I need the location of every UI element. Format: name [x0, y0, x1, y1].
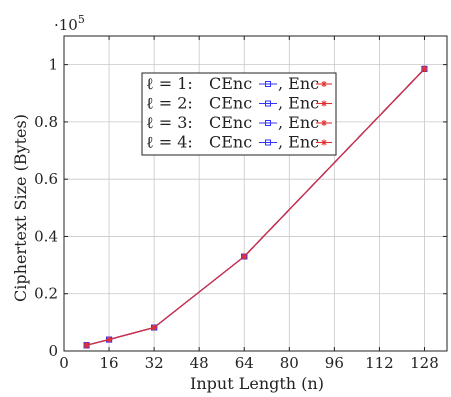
data-point — [151, 324, 158, 331]
x-tick-label: 128 — [410, 354, 439, 372]
legend-prefix: ℓ = 3: — [146, 113, 193, 132]
legend-label-enc: , Enc — [278, 94, 319, 113]
y-tick-label: 0.2 — [34, 285, 58, 303]
y-multiplier: ·105 — [54, 13, 85, 34]
legend-swatch-marker — [265, 139, 271, 146]
plot-frame — [63, 35, 448, 352]
x-tick-label: 0 — [59, 354, 69, 372]
legend-swatch-marker — [321, 100, 327, 107]
x-tick-label: 16 — [100, 354, 119, 372]
x-tick-label: 112 — [365, 354, 394, 372]
y-tick-label: 0.6 — [34, 170, 58, 188]
data-point — [83, 342, 90, 349]
legend-row: ℓ = 4: CEnc , Enc — [146, 133, 332, 152]
legend-row: ℓ = 1: CEnc , Enc — [146, 74, 332, 93]
series-layer — [83, 65, 428, 349]
series-7 — [83, 65, 428, 349]
legend-swatch-marker — [265, 120, 271, 126]
legend-label-enc: , Enc — [278, 133, 319, 152]
legend-swatch-marker — [321, 81, 327, 87]
y-tick-label: 1 — [48, 56, 58, 74]
y-axis-label: Ciphertext Size (Bytes) — [11, 114, 30, 302]
y-tick-label: 0.8 — [34, 113, 58, 131]
legend-row: ℓ = 3: CEnc , Enc — [146, 113, 332, 132]
legend-label-cenc: CEnc — [209, 113, 252, 132]
x-tick-label: 80 — [280, 354, 299, 372]
legend-prefix: ℓ = 1: — [146, 74, 193, 93]
legend-swatch-marker — [321, 139, 327, 146]
x-tick-label: 32 — [145, 354, 164, 372]
y-tick-label: 0.4 — [34, 227, 58, 245]
legend-row: ℓ = 2: CEnc , Enc — [146, 94, 332, 113]
legend-label-cenc: CEnc — [209, 94, 252, 113]
x-axis-label: Input Length (n) — [190, 374, 324, 393]
ticks: 0 16 32 48 64 80 96 112 128 0 0.2 0.4 0.6 0.8 1 — [34, 36, 447, 372]
data-point — [421, 65, 428, 72]
legend-box — [141, 72, 337, 156]
data-point — [241, 253, 248, 260]
legend-label-enc: , Enc — [278, 74, 319, 93]
x-tick-label: 64 — [235, 354, 254, 372]
legend-swatch-marker — [321, 120, 327, 126]
legend: ℓ = 1: CEnc , Enc ℓ = 2: CEnc , Enc ℓ = 3: CEnc… — [141, 72, 337, 156]
data-point — [106, 336, 113, 343]
legend-label-cenc: CEnc — [209, 133, 252, 152]
legend-label-enc: , Enc — [278, 113, 319, 132]
y-tick-label: 0 — [48, 342, 58, 360]
legend-prefix: ℓ = 4: — [146, 133, 193, 152]
legend-label-cenc: CEnc — [209, 74, 252, 93]
legend-swatch-marker — [265, 100, 271, 107]
x-tick-label: 48 — [190, 354, 209, 372]
legend-prefix: ℓ = 2: — [146, 94, 193, 113]
x-tick-label: 96 — [325, 354, 344, 372]
legend-swatch-marker — [265, 81, 271, 87]
